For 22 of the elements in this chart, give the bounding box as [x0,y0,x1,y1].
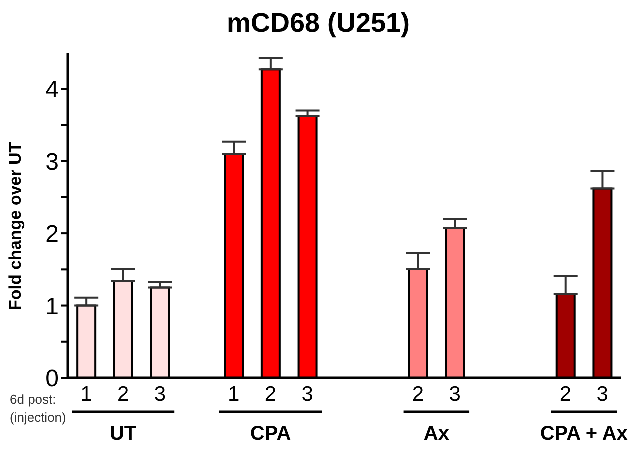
text: Ax [424,423,450,445]
x-tick-label: 3 [154,382,166,406]
x-tick-label: 1 [228,382,240,406]
x-tick-label: 3 [449,382,461,406]
y-tick-label: 4 [46,76,59,104]
x-tick-label: 2 [560,382,572,406]
x-tick-label: 2 [412,382,424,406]
y-tick-label: 2 [46,221,59,248]
text: CPA + Ax [540,423,628,445]
y-tick-label: 3 [46,148,59,176]
y-tick-label: 1 [46,293,59,320]
text: CPA [250,423,292,445]
text: UT [110,423,137,445]
x-tick-label: 2 [264,382,277,406]
x-tick-label: 3 [596,382,608,406]
y-tick-label: 0 [46,366,59,393]
x-tick-label: 2 [117,382,130,406]
y-axis-title: Fold change over UT [6,142,26,310]
x-tick-label: 1 [80,382,92,406]
chart-title: mCD68 (U251) [226,8,412,39]
x-tick-label: 3 [302,382,314,406]
text: 6d post: (injection) [10,392,66,425]
